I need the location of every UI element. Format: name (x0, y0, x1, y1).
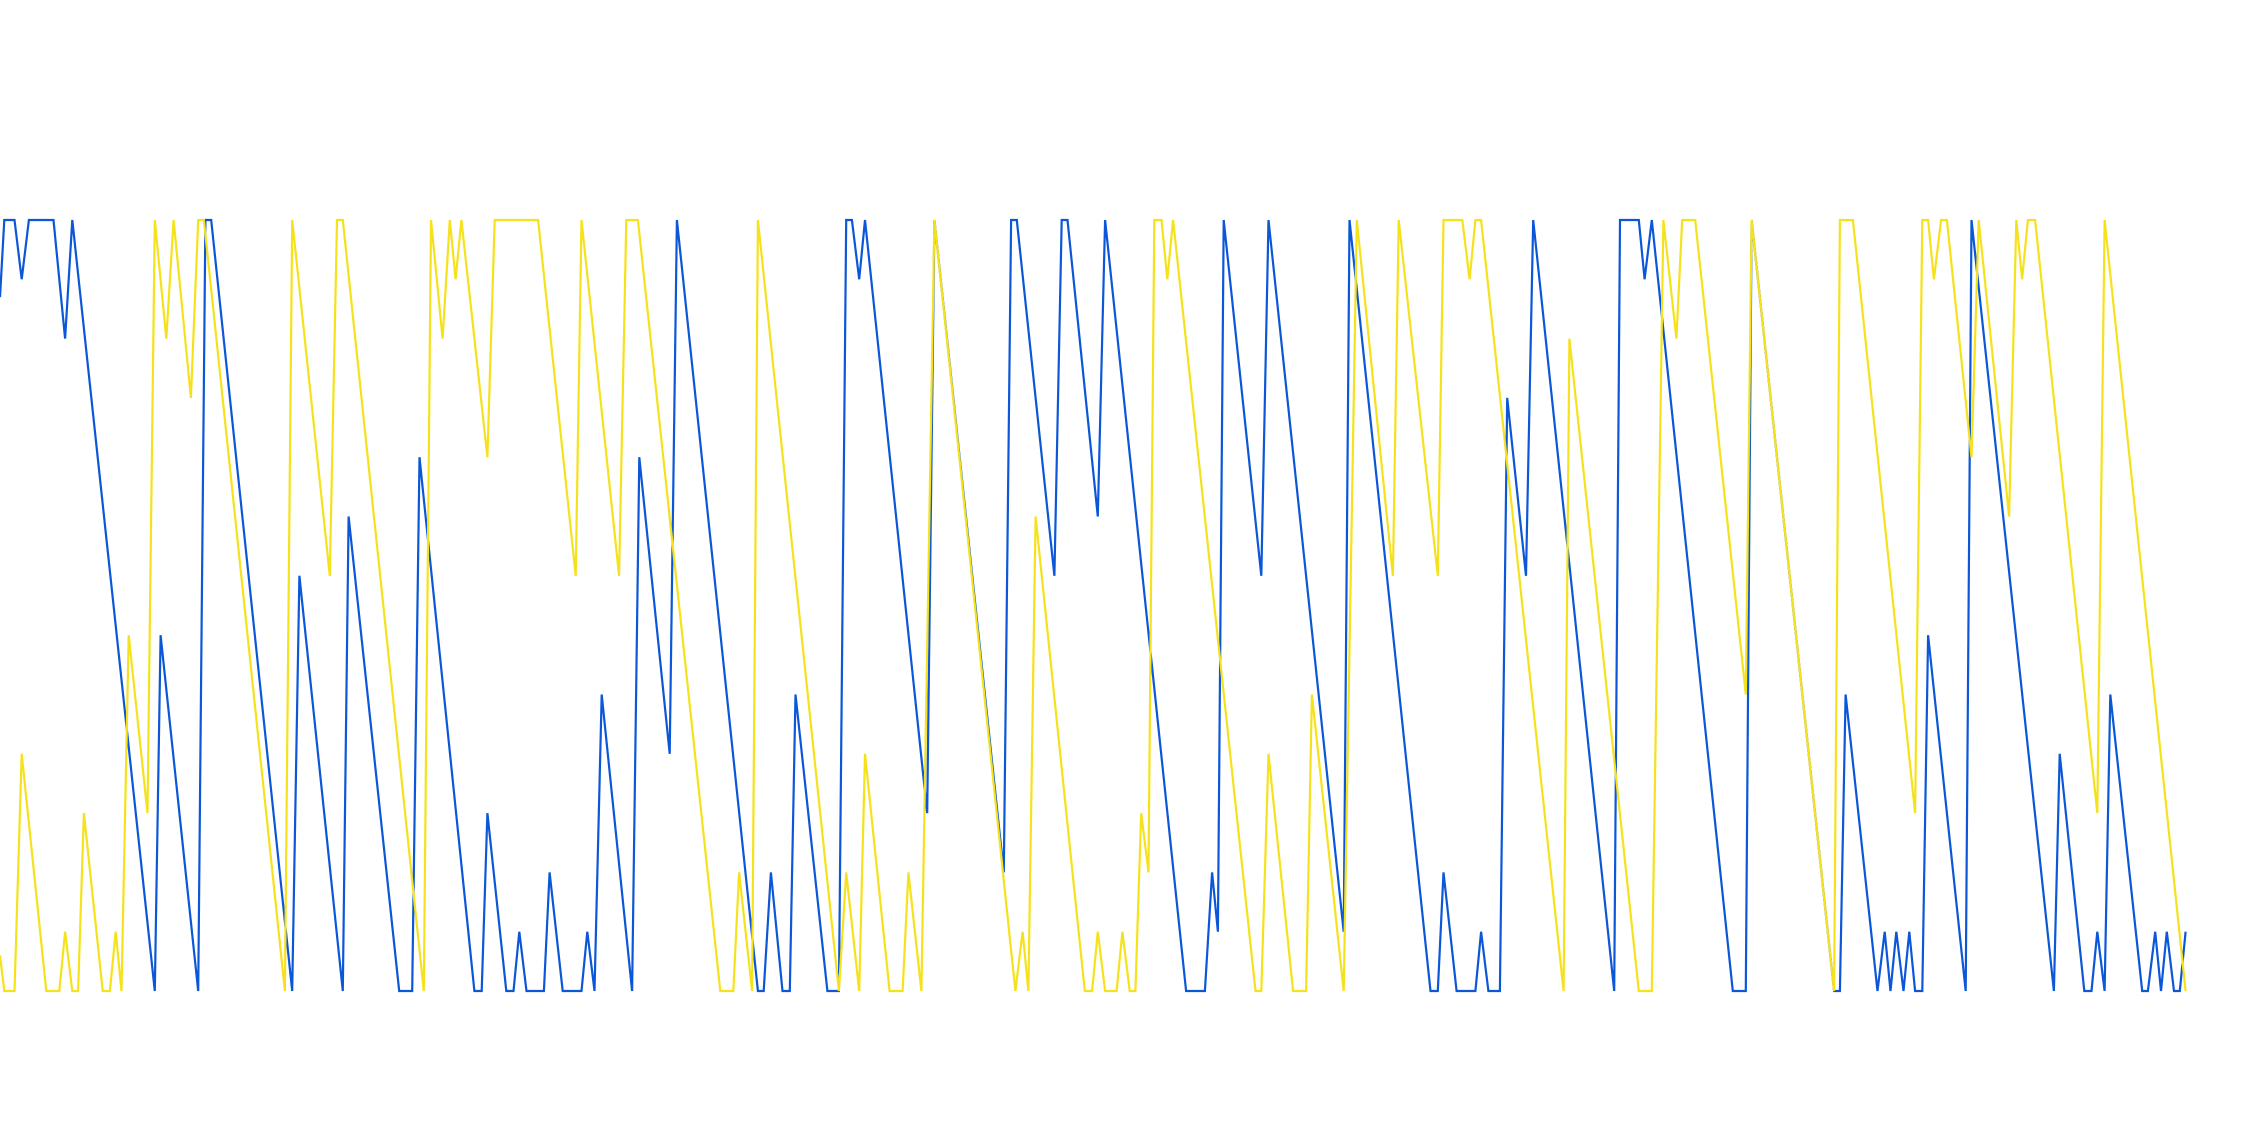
series-line (0, 218, 2187, 993)
series-line (0, 218, 2187, 993)
